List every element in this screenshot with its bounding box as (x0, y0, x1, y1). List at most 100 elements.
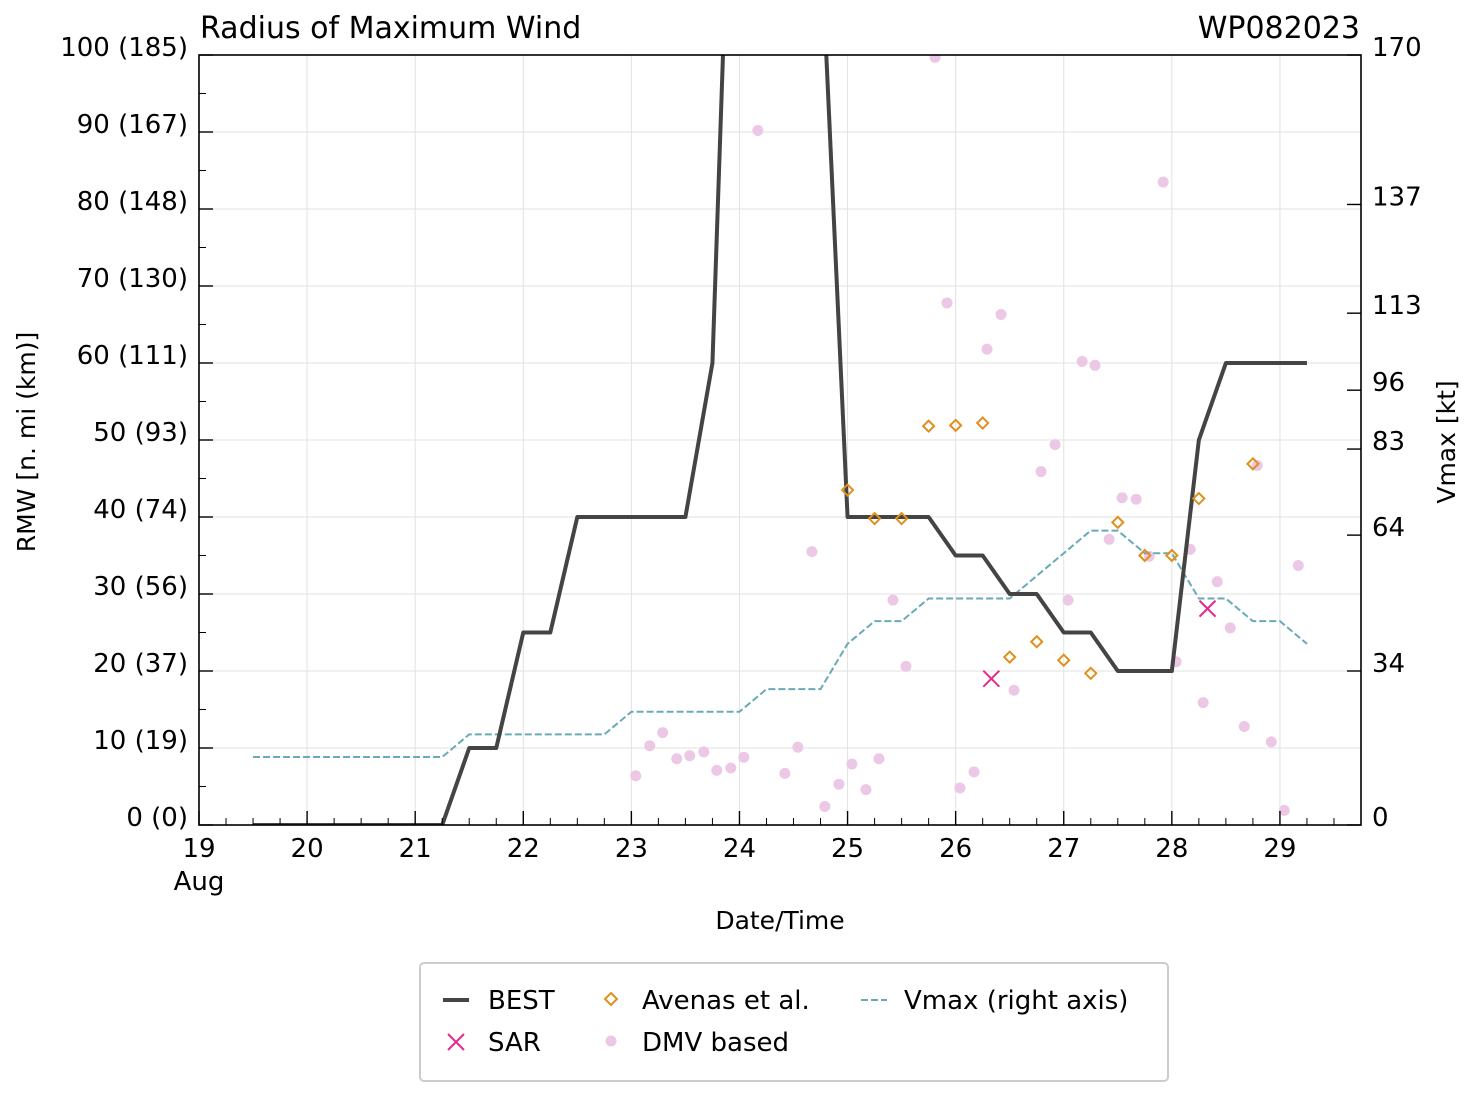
y-tick-label: 70 (130) (77, 264, 188, 294)
x-tick-label: 26 (939, 834, 972, 864)
y-right-tick-label: 137 (1372, 182, 1422, 212)
legend-dmv-label: DMV based (642, 1028, 789, 1058)
y-tick-label: 50 (93) (93, 418, 188, 448)
avenas-point (1191, 491, 1206, 506)
y-right-tick-label: 170 (1372, 33, 1422, 63)
legend: BEST SAR Avenas et al. DMV based Vmax (r… (419, 962, 1169, 1082)
y-tick-label: 0 (0) (126, 803, 188, 833)
y-right-tick-label: 113 (1372, 291, 1422, 321)
legend-sar-swatch (447, 1033, 465, 1051)
y-tick-label: 80 (148) (77, 187, 188, 217)
y-tick-label: 40 (74) (93, 495, 188, 525)
avenas-point (840, 483, 855, 497)
x-tick-label: 24 (723, 834, 756, 864)
grid (198, 54, 1361, 826)
x-axis-label: Date/Time (715, 906, 844, 935)
avenas-point (948, 418, 963, 433)
vmax-line (253, 529, 1308, 759)
dmv-point (806, 546, 818, 558)
dmv-point (846, 758, 858, 770)
dmv-point (954, 782, 966, 794)
y-right-tick-label: 0 (1372, 803, 1389, 833)
dmv-point (725, 762, 737, 774)
dmv-point (644, 740, 656, 752)
y-tick-label: 10 (19) (93, 726, 188, 756)
dmv-point (1035, 466, 1047, 478)
dmv-point (1292, 560, 1304, 572)
dmv-point (981, 343, 993, 355)
dmv-point (860, 784, 872, 796)
x-tick-label: 19 (182, 834, 215, 864)
dmv-point (1089, 359, 1101, 371)
avenas-point (1110, 515, 1125, 530)
legend-avenas-swatch (603, 991, 619, 1007)
legend-avenas-label: Avenas et al. (642, 986, 810, 1016)
avenas-point (921, 419, 936, 434)
dmv-point (1211, 576, 1223, 588)
x-tick-label: 20 (291, 834, 324, 864)
dmv-point (900, 660, 912, 672)
dmv-point (752, 124, 764, 136)
avenas-point (1002, 650, 1017, 665)
dmv-point (1130, 493, 1142, 505)
storm-id: WP082023 (1198, 11, 1360, 46)
y-axis-label: RMW [n. mi (km)] (12, 332, 41, 552)
legend-sar-label: SAR (488, 1028, 541, 1058)
dmv-point (671, 753, 683, 765)
dmv-point (995, 308, 1007, 320)
dmv-point (657, 727, 669, 739)
dmv-point (1238, 720, 1250, 732)
dmv-point (833, 778, 845, 790)
y-right-tick-label: 96 (1372, 368, 1405, 398)
dmv-point (1265, 736, 1277, 748)
dmv-point (1008, 684, 1020, 696)
x-tick-label: 25 (831, 834, 864, 864)
dmv-point (738, 751, 750, 763)
y-right-tick-label: 34 (1372, 649, 1405, 679)
legend-vmax-label: Vmax (right axis) (904, 986, 1128, 1016)
x-sub-label: Aug (174, 867, 225, 897)
y-tick-label: 90 (167) (77, 110, 188, 140)
dmv-point (887, 594, 899, 606)
avenas-point (975, 416, 990, 430)
y-right-tick-label: 83 (1372, 427, 1405, 457)
avenas-point (1164, 548, 1179, 563)
x-tick-label: 23 (615, 834, 648, 864)
dmv-point (1197, 697, 1209, 709)
chart-title: Radius of Maximum Wind (200, 11, 581, 46)
dmv-point (873, 753, 885, 765)
dmv-point (819, 801, 831, 813)
axes: 19 20 21 22 23 24 25 26 27 28 29 Aug 0 (0) 10 (19) 20 … (60, 33, 1421, 897)
dmv-point (1157, 176, 1169, 188)
avenas-point (1137, 548, 1152, 563)
x-tick-label: 21 (399, 834, 432, 864)
dmv-point (929, 55, 941, 63)
legend-best-label: BEST (488, 986, 555, 1016)
avenas-point (1245, 456, 1260, 471)
avenas-point (1083, 666, 1098, 681)
y-tick-label: 100 (185) (60, 33, 188, 63)
y-right-tick-label: 64 (1372, 513, 1405, 543)
y-tick-label: 30 (56) (93, 572, 188, 602)
legend-dmv-swatch (605, 1035, 617, 1047)
y-tick-label: 20 (37) (93, 649, 188, 679)
avenas-point (867, 511, 882, 526)
dmv-point (630, 770, 642, 782)
dmv-point (1103, 533, 1115, 545)
dmv-point (1278, 804, 1290, 816)
avenas-point (1029, 634, 1044, 649)
x-tick-label: 27 (1047, 834, 1080, 864)
dmv-point (684, 750, 696, 762)
dmv-point (968, 766, 980, 778)
dmv-point (1049, 439, 1061, 451)
x-tick-label: 28 (1155, 834, 1188, 864)
dmv-point (792, 741, 804, 753)
x-tick-label: 22 (507, 834, 540, 864)
sar-point (982, 669, 1001, 688)
best-line (253, 55, 1307, 825)
dmv-point (1062, 594, 1074, 606)
x-tick-label: 29 (1263, 834, 1296, 864)
dmv-point (1076, 355, 1088, 367)
avenas-point (1056, 653, 1071, 668)
avenas-point (894, 511, 909, 526)
